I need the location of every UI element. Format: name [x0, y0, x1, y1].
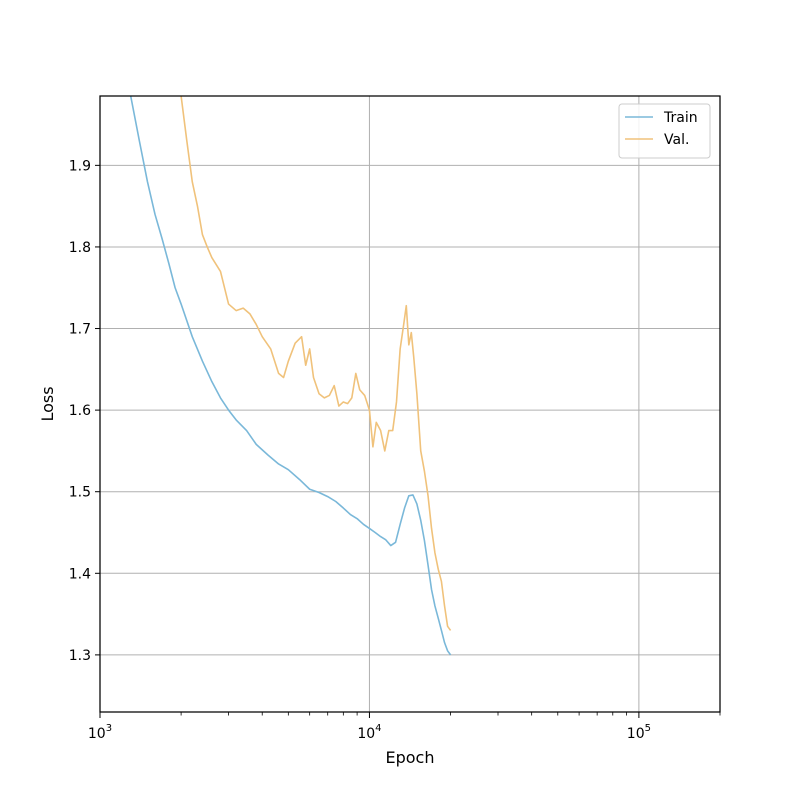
x-axis-title: Epoch [386, 748, 435, 767]
series-line-train [129, 96, 452, 656]
y-tick-label: 1.3 [69, 648, 91, 664]
x-tick-label: 104 [357, 723, 381, 742]
legend: Train Val. [618, 103, 711, 159]
grid [100, 96, 720, 712]
x-tick-label: 105 [627, 723, 651, 742]
legend-label: Train [663, 110, 698, 126]
y-tick-label: 1.9 [69, 158, 91, 174]
plot-frame [99, 95, 721, 713]
x-tick-label: 103 [88, 723, 112, 742]
plot-lines [129, 96, 452, 656]
legend-label: Val. [664, 132, 689, 148]
y-tick-label: 1.6 [69, 403, 91, 419]
y-axis-title: Loss [38, 386, 57, 421]
y-tick-label: 1.7 [69, 322, 91, 338]
y-tick-label: 1.5 [69, 485, 91, 501]
y-tick-label: 1.8 [69, 240, 91, 256]
y-axis-ticks: 1.3 1.4 1.5 1.6 1.7 1.8 1.9 [69, 158, 100, 664]
y-tick-label: 1.4 [69, 566, 91, 582]
x-axis-ticks: 103 104 105 [88, 712, 721, 742]
series-line-val [180, 96, 452, 631]
